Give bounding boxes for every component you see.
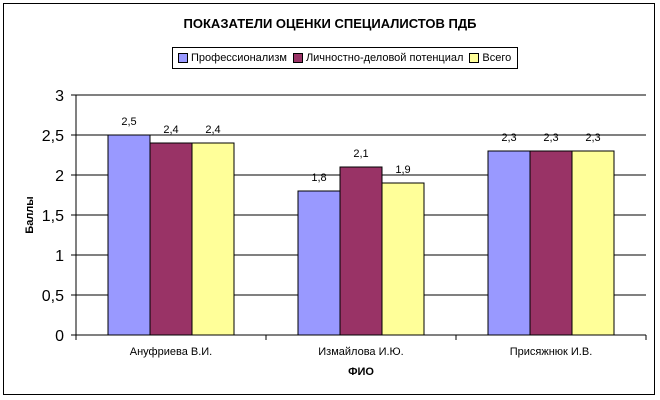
legend-label-professionalism: Профессионализм [191, 52, 287, 64]
bar [149, 142, 193, 336]
bar-value-label: 1,8 [311, 172, 326, 184]
bar-value-label: 2,3 [543, 132, 558, 144]
bar [297, 190, 341, 336]
bar-value-label: 2,4 [163, 124, 178, 136]
bar [191, 142, 235, 336]
chart-legend: Профессионализм Личностно-деловой потенц… [172, 47, 519, 69]
y-tick-label: 2 [55, 168, 64, 185]
legend-swatch-potential [292, 53, 303, 63]
bar [571, 150, 615, 336]
bar-value-label: 1,9 [395, 164, 410, 176]
y-tick-label: 0,5 [42, 288, 64, 305]
bar-value-label: 2,1 [353, 148, 368, 160]
x-tick-label: Ануфриева В.И. [130, 346, 212, 358]
y-tick-label: 0 [55, 328, 64, 345]
legend-label-total: Всего [482, 52, 512, 64]
bar [529, 150, 573, 336]
bar-value-label: 2,5 [121, 116, 136, 128]
x-tick-label: Присяжнюк И.В. [510, 346, 593, 358]
chart-title: ПОКАЗАТЕЛИ ОЦЕНКИ СПЕЦИАЛИСТОВ ПДБ [183, 16, 477, 31]
x-tick-label: Измайлова И.Ю. [318, 346, 403, 358]
legend-item-potential: Личностно-деловой потенциал [292, 52, 464, 64]
y-tick-label: 1 [55, 248, 64, 265]
bar [487, 150, 531, 336]
bar-value-label: 2,3 [501, 132, 516, 144]
y-tick-label: 1,5 [42, 208, 64, 225]
bar [107, 134, 151, 336]
bar-value-label: 2,3 [585, 132, 600, 144]
legend-item-professionalism: Профессионализм [178, 52, 287, 64]
bar-value-label: 2,4 [205, 124, 220, 136]
legend-swatch-professionalism [178, 53, 188, 63]
bar [339, 166, 383, 336]
x-axis-label: ФИО [348, 366, 374, 378]
legend-item-total: Всего [469, 52, 511, 64]
legend-swatch-total [469, 53, 480, 63]
y-tick-label: 3 [55, 88, 64, 105]
legend-label-potential: Личностно-деловой потенциал [305, 52, 464, 64]
bar [381, 182, 425, 336]
y-tick-label: 2,5 [42, 128, 64, 145]
